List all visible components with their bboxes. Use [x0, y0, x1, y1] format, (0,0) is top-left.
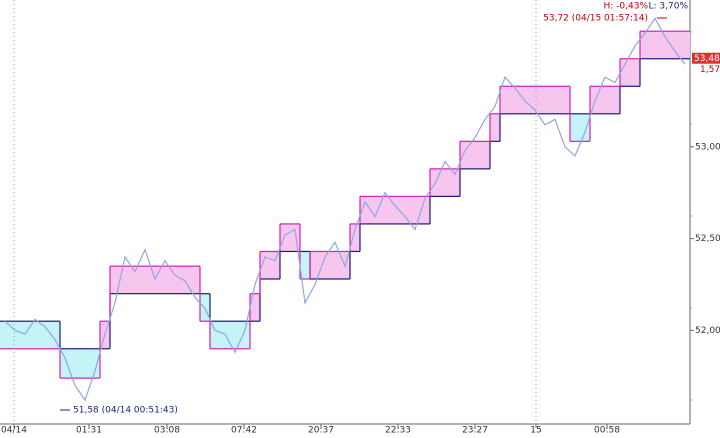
band-fill — [670, 31, 680, 59]
y-tick-label: 52,00 — [695, 326, 720, 336]
band-fill — [420, 196, 430, 224]
band-fill — [580, 113, 590, 142]
band-fill — [140, 266, 150, 294]
band-fill — [380, 196, 390, 224]
x-tick-label: 20:37 — [308, 426, 334, 436]
band-fill — [200, 293, 210, 322]
last-price-box — [692, 52, 720, 64]
band-fill — [20, 321, 30, 349]
band-fill — [360, 196, 370, 224]
band-fill — [230, 321, 240, 349]
band-fill — [610, 86, 620, 114]
band-fill — [540, 86, 550, 114]
band-fill — [90, 348, 100, 379]
band-fill — [60, 348, 70, 379]
band-fill — [510, 86, 520, 114]
x-tick-label: 23:27 — [462, 426, 488, 436]
x-tick-label: 04/14 — [1, 426, 27, 436]
y-tick-label: 53,00 — [695, 142, 720, 152]
band-fill — [170, 266, 180, 294]
band-fill — [40, 321, 50, 349]
band-fill — [500, 86, 510, 114]
band-fill — [660, 31, 670, 59]
x-tick-label: 15 — [530, 426, 541, 436]
band-fill — [250, 293, 260, 322]
band-fill — [400, 196, 410, 224]
band-fill — [620, 58, 630, 87]
band-fill — [0, 321, 10, 349]
band-fill — [10, 321, 20, 349]
band-fill — [240, 321, 250, 349]
band-fill — [190, 266, 200, 294]
plot-area — [0, 17, 690, 402]
band-fill — [50, 321, 60, 349]
high-label: H: -0,43% — [604, 2, 649, 12]
band-fill — [290, 223, 300, 252]
x-tick-label: 01:31 — [76, 426, 102, 436]
band-fill — [570, 113, 580, 142]
band-fill — [390, 196, 400, 224]
band-fill — [180, 266, 190, 294]
band-fill — [550, 86, 560, 114]
band-fill — [410, 196, 420, 224]
low-label: L: 3,70% — [649, 2, 689, 12]
band-fill — [490, 113, 500, 142]
band-fill — [640, 31, 650, 59]
high-annotation: 53,72 (04/15 01:57:14) — [543, 14, 648, 24]
x-tick-label: 07:42 — [231, 426, 257, 436]
band-fill — [320, 251, 330, 279]
last-change-label: 1,57 — [700, 65, 720, 75]
band-fill — [30, 321, 40, 349]
band-fill — [560, 86, 570, 114]
band-fill — [260, 251, 270, 279]
band-fill — [350, 223, 360, 252]
band-fill — [130, 266, 140, 294]
band-fill — [120, 266, 130, 294]
band-fill — [680, 31, 690, 59]
x-tick-label: 22:33 — [385, 426, 411, 436]
x-tick-label: 00:58 — [594, 426, 620, 436]
x-tick-label: 03:08 — [154, 426, 180, 436]
band-fill — [330, 251, 340, 279]
band-fill — [600, 86, 610, 114]
band-fill — [450, 168, 460, 197]
band-fill — [460, 141, 470, 169]
y-tick-label: 52,50 — [695, 234, 720, 244]
band-fill — [530, 86, 540, 114]
band-fill — [470, 141, 480, 169]
band-fill — [210, 321, 220, 349]
price-line — [4, 17, 686, 402]
band-fill — [70, 348, 80, 379]
band-fill — [480, 141, 490, 169]
band-fill — [300, 251, 310, 279]
band-fill — [650, 31, 660, 59]
band-fill — [370, 196, 380, 224]
low-annotation: 51,58 (04/14 00:51:43) — [73, 406, 178, 416]
band-fill — [280, 223, 290, 252]
band-fill — [110, 266, 120, 294]
band-fill — [310, 251, 320, 279]
band-fill — [160, 266, 170, 294]
last-price-label: 53,48 — [694, 54, 720, 64]
band-fill — [270, 251, 280, 279]
band-fill — [80, 348, 90, 379]
band-fill — [440, 168, 450, 197]
band-fill — [630, 58, 640, 87]
